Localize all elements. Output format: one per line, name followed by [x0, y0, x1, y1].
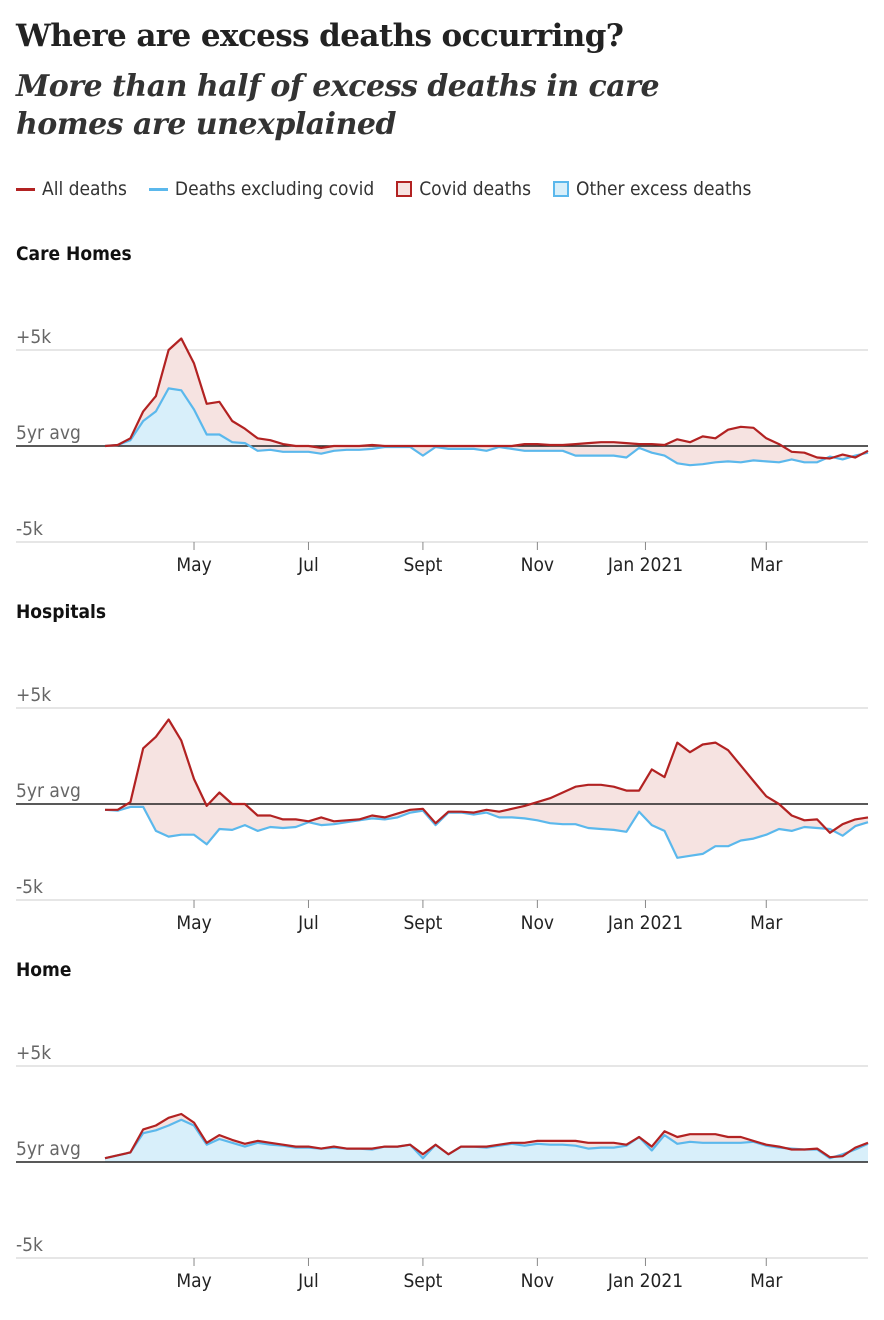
other-excess-deaths-area — [105, 388, 868, 446]
series-line-all-deaths — [104, 337, 869, 460]
x-tick-label-nov: Nov — [521, 912, 554, 934]
x-tick-label-jan-2021: Jan 2021 — [607, 554, 683, 576]
y-tick-label: -5k — [16, 518, 43, 540]
legend-item-all-deaths: All deaths — [16, 178, 127, 200]
panel-care-homes: Care Homes +5k 5yr avg -5k May Jul Sept Nov Jan… — [0, 243, 884, 593]
x-tick-label-sept: Sept — [403, 1270, 442, 1292]
x-tick-label-jul: Jul — [297, 1270, 319, 1292]
other-excess-deaths-area — [105, 1119, 868, 1162]
x-tick-label-nov: Nov — [521, 554, 554, 576]
panel-title: Home — [16, 959, 72, 981]
y-tick-label: +5k — [16, 326, 51, 348]
x-tick-label-nov: Nov — [521, 1270, 554, 1292]
legend-label-deaths-excluding-covid: Deaths excluding covid — [174, 178, 375, 200]
chart-care-homes: +5k 5yr avg -5k May Jul Sept Nov Jan 2021 Mar — [16, 326, 869, 576]
chart-subtitle: More than half of excess deaths in care … — [16, 69, 660, 142]
covid-deaths-area — [105, 719, 868, 858]
x-tick-label-sept: Sept — [403, 912, 442, 934]
x-tick-label-mar: Mar — [750, 912, 783, 934]
legend: All deaths Deaths excluding covid Covid … — [16, 178, 773, 200]
legend-label-all-deaths: All deaths — [42, 178, 127, 200]
legend-item-other-excess-deaths: Other excess deaths — [553, 178, 751, 200]
y-tick-label: -5k — [16, 1234, 43, 1256]
y-tick-label: +5k — [16, 1042, 51, 1064]
legend-item-covid-deaths: Covid deaths — [396, 178, 531, 200]
x-tick-label-jul: Jul — [297, 912, 319, 934]
x-tick-label-mar: Mar — [750, 554, 783, 576]
chart-title: Where are excess deaths occurring? — [16, 18, 624, 54]
x-tick-label-may: May — [176, 554, 211, 576]
deaths-excluding-covid-line-swatch — [148, 187, 168, 191]
y-tick-label: 5yr avg — [16, 1138, 81, 1160]
other-excess-deaths-area-swatch — [553, 181, 570, 197]
panel-title: Care Homes — [16, 243, 132, 265]
x-tick-label-jul: Jul — [297, 554, 319, 576]
series-line-all-deaths — [104, 1112, 869, 1160]
all-deaths-line-swatch — [16, 187, 35, 191]
series-line-deaths-excluding-covid — [104, 387, 869, 467]
panel-home: Home +5k 5yr avg -5k May Jul Sept Nov Jan 2021 M… — [0, 959, 884, 1309]
x-tick-label-may: May — [176, 1270, 211, 1292]
panel-hospitals: Hospitals +5k 5yr avg -5k May Jul Sept Nov Jan … — [0, 601, 884, 951]
x-tick-label-may: May — [176, 912, 211, 934]
y-tick-label: -5k — [16, 876, 43, 898]
y-tick-label: 5yr avg — [16, 422, 81, 444]
x-tick-label-mar: Mar — [750, 1270, 783, 1292]
chart-hospitals: +5k 5yr avg -5k May Jul Sept Nov Jan 2021 Mar — [16, 684, 869, 934]
legend-item-deaths-excluding-covid: Deaths excluding covid — [148, 178, 375, 200]
x-tick-label-jan-2021: Jan 2021 — [607, 1270, 683, 1292]
covid-deaths-area-swatch — [396, 181, 413, 197]
panel-title: Hospitals — [16, 601, 107, 623]
series-line-deaths-excluding-covid — [104, 805, 869, 859]
series-line-all-deaths — [105, 718, 869, 834]
x-tick-label-jan-2021: Jan 2021 — [607, 912, 683, 934]
legend-label-covid-deaths: Covid deaths — [419, 178, 532, 200]
x-tick-label-sept: Sept — [403, 554, 442, 576]
legend-label-other-excess-deaths: Other excess deaths — [576, 178, 752, 200]
chart-home: +5k 5yr avg -5k May Jul Sept Nov Jan 2021 Mar — [16, 1042, 869, 1292]
y-tick-label: +5k — [16, 684, 51, 706]
y-tick-label: 5yr avg — [16, 780, 81, 802]
